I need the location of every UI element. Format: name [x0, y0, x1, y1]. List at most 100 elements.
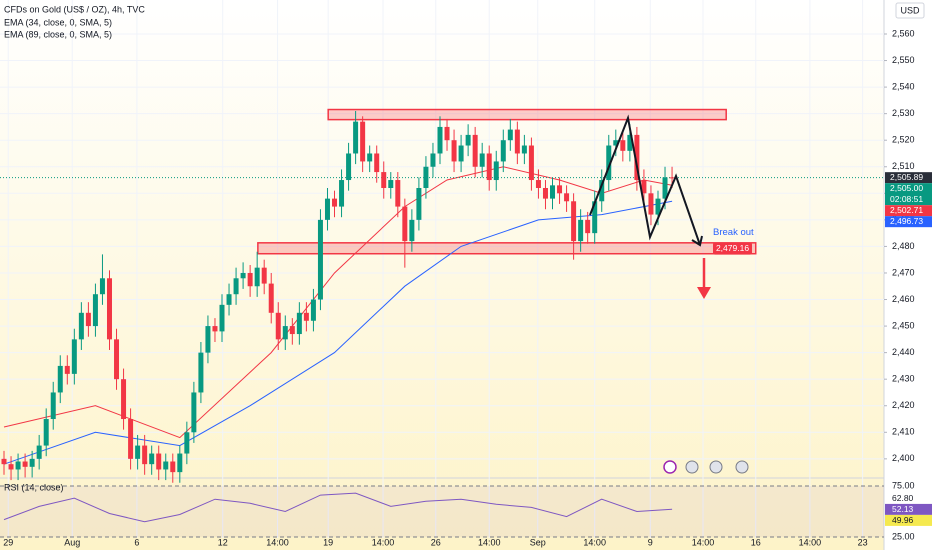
- y-tick-label: 2,560: [892, 28, 915, 38]
- price-tag: [885, 172, 932, 184]
- price-tag-label: 2,502.71: [890, 205, 923, 215]
- x-tick-label: Sep: [530, 537, 546, 547]
- candle-body: [451, 140, 457, 162]
- candle-body: [592, 201, 598, 234]
- candle-body: [198, 352, 204, 393]
- x-tick-label: 14:00: [583, 537, 606, 547]
- axis-background: [884, 0, 932, 550]
- event-icon[interactable]: [735, 460, 749, 474]
- rsi-label: RSI (14, close): [4, 482, 64, 492]
- candle-body: [641, 180, 647, 194]
- candle-body: [22, 461, 28, 467]
- candle-body: [486, 153, 492, 181]
- x-tick-label: 14:00: [372, 537, 395, 547]
- candle-body: [233, 278, 239, 295]
- indicator-label: EMA (34, close, 0, SMA, 5): [4, 17, 112, 27]
- candle-body: [472, 134, 478, 167]
- candle-body: [303, 312, 309, 321]
- x-tick-label: 14:00: [478, 537, 501, 547]
- candle-body: [149, 453, 155, 465]
- candle-body: [177, 453, 183, 473]
- rsi-tick-label: 75.00: [892, 480, 915, 490]
- candle-body: [542, 188, 548, 199]
- x-tick-label: 6: [134, 537, 139, 547]
- candle-body: [50, 392, 56, 420]
- drawings: [589, 114, 749, 474]
- countdown-label: 02:08:51: [890, 194, 923, 204]
- y-tick-label: 2,480: [892, 241, 915, 251]
- event-icon[interactable]: [685, 460, 699, 474]
- candle-body: [444, 126, 450, 141]
- candle-body: [268, 283, 274, 313]
- rsi-tag-label: 62.80: [892, 493, 914, 503]
- x-tick-label: 19: [323, 537, 333, 547]
- price-zone: [257, 242, 757, 255]
- y-tick-label: 2,420: [892, 400, 915, 410]
- candle-body: [205, 326, 211, 353]
- main-layer: [1, 110, 675, 523]
- event-icons[interactable]: [663, 460, 749, 474]
- y-tick-label: 2,400: [892, 453, 915, 463]
- candle-body: [648, 193, 654, 215]
- front-layer: 2,400 2,410 2,420 2,430 2,440 2,450 2,460 2,470…: [3, 28, 932, 547]
- candle-body: [599, 180, 605, 202]
- candle-body: [613, 140, 619, 146]
- candle-body: [585, 219, 591, 234]
- zigzag-projection: [589, 114, 701, 246]
- candle-body: [535, 180, 541, 188]
- candle-body: [191, 392, 197, 433]
- level-tag: [713, 242, 752, 255]
- rsi-line: [3, 492, 673, 523]
- candle-body: [15, 461, 21, 470]
- y-tick-label: 2,530: [892, 108, 915, 118]
- event-icon[interactable]: [663, 460, 677, 474]
- candle-body: [254, 267, 260, 287]
- candle-body: [557, 185, 563, 194]
- rsi-tag-label: 49.96: [892, 515, 914, 525]
- candle-body: [388, 180, 394, 188]
- candle-body: [43, 419, 49, 446]
- candle-body: [1, 458, 7, 465]
- candle-body: [92, 294, 98, 327]
- candle-body: [402, 206, 408, 242]
- price-tag-label: 2,505.00: [890, 183, 923, 193]
- candle-body: [282, 326, 288, 340]
- y-tick-label: 2,520: [892, 135, 915, 145]
- candle-body: [85, 312, 91, 327]
- y-tick-label: 2,550: [892, 55, 915, 65]
- rsi-tag: [885, 503, 932, 515]
- price-tag: [885, 183, 932, 206]
- candle-body: [324, 198, 330, 220]
- candle-body: [36, 445, 42, 459]
- candle-body: [156, 453, 162, 470]
- candle-body: [114, 339, 120, 380]
- currency-label[interactable]: USD: [900, 5, 920, 15]
- x-tick-label: 12: [218, 537, 228, 547]
- x-tick-label: 9: [648, 537, 653, 547]
- candle-body: [317, 219, 323, 300]
- candle-body: [296, 312, 302, 335]
- candle-body: [409, 219, 415, 242]
- price-tag: [885, 205, 932, 217]
- currency-button[interactable]: [895, 2, 925, 19]
- event-icon[interactable]: [709, 460, 723, 474]
- candle-body: [142, 445, 148, 465]
- y-tick-label: 2,430: [892, 374, 915, 384]
- rsi-tick-label: 25.00: [892, 531, 915, 541]
- back-layer: [0, 0, 887, 538]
- candle-body: [655, 198, 661, 215]
- candle-body: [620, 140, 626, 151]
- candle-body: [627, 134, 633, 151]
- y-tick-label: 2,410: [892, 427, 915, 437]
- x-tick-label: 23: [858, 537, 868, 547]
- y-tick-label: 2,510: [892, 161, 915, 171]
- price-zone: [327, 108, 727, 121]
- rsi-tag: [885, 514, 932, 526]
- plot-background: [0, 0, 884, 550]
- level-tag-label: 2,479.16: [716, 243, 749, 253]
- candle-body: [170, 461, 176, 473]
- candle-body: [528, 145, 534, 181]
- candle-body: [514, 129, 520, 154]
- candle-body: [99, 278, 105, 295]
- candle-body: [374, 153, 380, 173]
